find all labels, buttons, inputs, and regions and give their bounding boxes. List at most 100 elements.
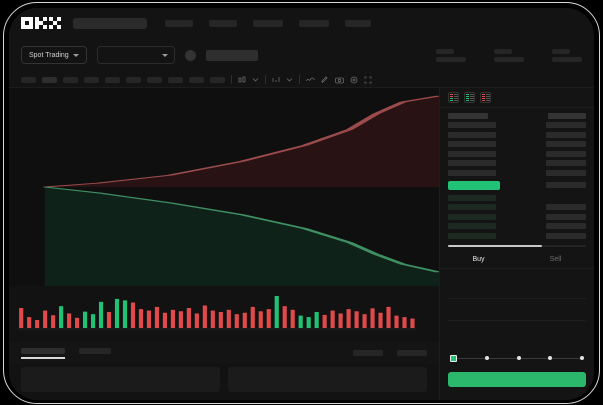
slider-step-100[interactable] <box>580 356 584 360</box>
bottom-panel-left[interactable] <box>21 367 220 392</box>
timeframe-1[interactable] <box>21 76 36 83</box>
nav-item-2[interactable] <box>209 19 237 27</box>
timeframe-8[interactable] <box>168 76 183 83</box>
amount-slider[interactable] <box>450 353 584 363</box>
timeframe-6[interactable] <box>126 76 141 83</box>
settings-icon[interactable] <box>350 76 358 84</box>
orderbook-bid-row[interactable] <box>448 213 586 220</box>
order-form <box>440 269 594 343</box>
timeframe-10[interactable] <box>210 76 225 83</box>
orderbook-view-asks-icon[interactable] <box>480 92 491 103</box>
volume-canvas <box>17 296 417 330</box>
top-nav <box>165 19 371 27</box>
nav-item-1[interactable] <box>165 19 193 27</box>
orderbook-bid-row[interactable] <box>448 194 586 201</box>
bottom-panels <box>9 364 439 400</box>
timeframe-9[interactable] <box>189 76 204 83</box>
coin-avatar <box>184 49 196 61</box>
chart-column <box>9 88 439 400</box>
app-body: Buy Sell <box>9 88 594 400</box>
bottom-tab-1[interactable] <box>21 347 65 359</box>
orderbook-view-both-icon[interactable] <box>448 92 459 103</box>
stat-1-value <box>436 56 466 62</box>
tab-buy-label: Buy <box>472 256 485 263</box>
timeframe-3[interactable] <box>63 76 78 83</box>
submit-buy-button[interactable] <box>448 372 586 387</box>
market-stats <box>436 48 582 62</box>
device-frame: Spot Trading <box>9 8 594 400</box>
toolbar-divider <box>265 75 266 84</box>
slider-steps <box>450 354 584 362</box>
trade-tabs: Buy Sell <box>440 253 594 269</box>
slider-handle[interactable] <box>450 354 457 362</box>
orderbook-bid-row[interactable] <box>448 232 586 239</box>
market-bar: Spot Trading <box>9 38 594 72</box>
stat-1-label <box>436 48 454 54</box>
candlestick-icon[interactable] <box>238 76 246 84</box>
nav-item-5[interactable] <box>345 19 371 27</box>
tab-sell[interactable]: Sell <box>517 253 594 268</box>
orderbook-current-price <box>448 180 586 190</box>
camera-icon[interactable] <box>335 76 344 84</box>
nav-item-3[interactable] <box>253 19 283 27</box>
slider-step-25[interactable] <box>484 356 489 360</box>
orderbook-list[interactable] <box>440 108 594 239</box>
okx-logo[interactable] <box>21 17 61 29</box>
app-screen: Spot Trading <box>9 8 594 400</box>
chart-toolbar <box>9 72 594 88</box>
timeframe-2-active[interactable] <box>42 76 57 83</box>
okx-logo-x <box>49 17 61 29</box>
tab-sell-label: Sell <box>549 256 562 263</box>
timeframe-4[interactable] <box>84 76 99 83</box>
bottom-action-2[interactable] <box>397 350 427 356</box>
buy-sell-ratio-fill <box>448 245 542 247</box>
trading-mode-dropdown[interactable]: Spot Trading <box>21 46 87 64</box>
chevron-down-icon[interactable] <box>286 76 293 83</box>
indicator-icon[interactable] <box>272 76 280 84</box>
current-price-label <box>448 180 500 190</box>
pair-select[interactable] <box>96 46 175 64</box>
bottom-tab-2-label <box>79 347 111 354</box>
okx-logo-o <box>21 17 33 29</box>
trading-mode-label: Spot Trading <box>29 51 69 59</box>
pencil-icon[interactable] <box>321 75 329 84</box>
trade-column: Buy Sell <box>439 88 594 400</box>
order-total-field[interactable] <box>448 321 586 343</box>
pair-name-label <box>205 49 258 61</box>
orderbook-ask-row[interactable] <box>448 150 586 157</box>
nav-item-4[interactable] <box>299 19 329 27</box>
slider-step-50[interactable] <box>516 356 521 360</box>
slider-step-75[interactable] <box>548 356 553 360</box>
line-wave-icon[interactable] <box>306 76 315 84</box>
orderbook-ask-row[interactable] <box>448 122 586 129</box>
bottom-action-1[interactable] <box>353 350 383 356</box>
toolbar-divider <box>299 75 300 84</box>
volume-chart[interactable] <box>9 286 439 342</box>
bottom-panel-right[interactable] <box>228 367 427 392</box>
tab-buy[interactable]: Buy <box>440 253 517 268</box>
bottom-actions <box>353 350 427 356</box>
chevron-down-icon[interactable] <box>252 76 259 83</box>
buy-sell-ratio-bar <box>448 245 586 247</box>
fullscreen-icon[interactable] <box>364 76 372 84</box>
device-frame-outline <box>3 2 600 404</box>
orderbook-bid-row[interactable] <box>448 223 586 230</box>
orderbook-view-bids-icon[interactable] <box>464 92 475 103</box>
stat-1 <box>436 48 466 62</box>
orderbook-ask-row[interactable] <box>448 169 586 176</box>
orderbook-ask-row[interactable] <box>448 131 586 138</box>
orderbook-bid-row[interactable] <box>448 204 586 211</box>
timeframe-5[interactable] <box>105 76 120 83</box>
price-chart[interactable] <box>9 88 439 286</box>
order-price-field[interactable] <box>448 277 586 299</box>
stat-3-value <box>552 56 582 62</box>
orderbook-ask-row[interactable] <box>448 141 586 148</box>
orderbook-ask-row[interactable] <box>448 160 586 167</box>
global-search-input[interactable] <box>73 17 147 29</box>
bottom-tab-2[interactable] <box>79 347 111 359</box>
top-bar <box>9 8 594 38</box>
okx-logo-k <box>35 17 47 29</box>
order-amount-field[interactable] <box>448 299 586 321</box>
timeframe-7[interactable] <box>147 76 162 83</box>
